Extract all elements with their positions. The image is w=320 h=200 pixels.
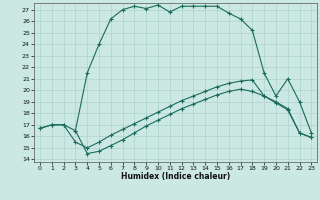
X-axis label: Humidex (Indice chaleur): Humidex (Indice chaleur) [121,172,230,181]
